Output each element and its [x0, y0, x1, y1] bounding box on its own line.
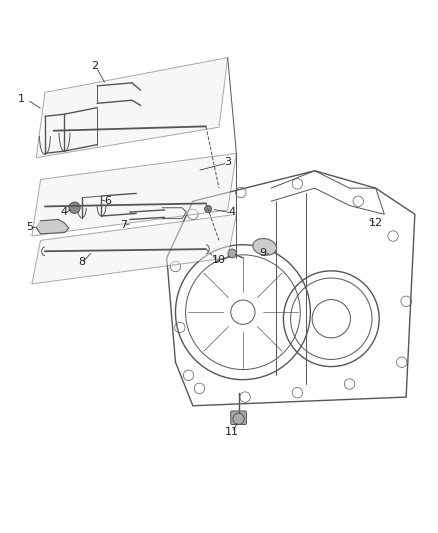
Text: 6: 6: [105, 196, 112, 206]
Circle shape: [228, 249, 237, 258]
Text: 8: 8: [78, 257, 85, 267]
Circle shape: [69, 202, 80, 213]
Polygon shape: [36, 220, 69, 234]
Text: 4: 4: [229, 207, 236, 217]
Text: 3: 3: [224, 157, 231, 167]
FancyBboxPatch shape: [231, 411, 247, 424]
Text: 1: 1: [18, 94, 25, 104]
Text: 5: 5: [26, 222, 33, 232]
Text: 9: 9: [259, 248, 266, 259]
Text: 12: 12: [369, 218, 383, 228]
Polygon shape: [32, 154, 237, 236]
Ellipse shape: [253, 238, 276, 255]
Text: 2: 2: [92, 61, 99, 71]
Circle shape: [205, 206, 212, 213]
Text: 10: 10: [212, 255, 226, 265]
Polygon shape: [32, 214, 237, 284]
Text: 7: 7: [120, 220, 127, 230]
Text: 11: 11: [225, 427, 239, 437]
Text: 4: 4: [61, 207, 68, 217]
Polygon shape: [36, 58, 228, 158]
